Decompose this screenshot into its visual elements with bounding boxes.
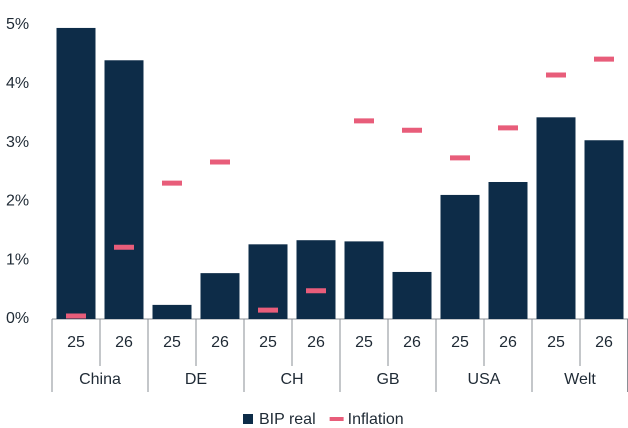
bar (392, 271, 432, 319)
y-tick-label: 4% (6, 75, 29, 92)
bar (104, 60, 144, 319)
legend-label: Inflation (348, 411, 404, 428)
x-tick-label: 25 (259, 334, 277, 351)
bar (344, 241, 384, 319)
bar (296, 240, 336, 319)
x-group-label: China (79, 371, 121, 388)
x-group-label: USA (468, 371, 501, 388)
legend-swatch (243, 414, 253, 424)
bar (536, 117, 576, 319)
bar (200, 273, 240, 319)
x-tick-label: 25 (547, 334, 565, 351)
bar (152, 304, 192, 319)
x-tick-label: 25 (451, 334, 469, 351)
y-tick-label: 0% (6, 310, 29, 327)
bar (440, 194, 480, 319)
x-group-label: DE (185, 371, 207, 388)
y-tick-label: 3% (6, 134, 29, 151)
x-tick-label: 26 (595, 334, 613, 351)
x-tick-label: 25 (163, 334, 181, 351)
x-group-label: GB (376, 371, 399, 388)
x-group-label: CH (280, 371, 303, 388)
y-tick-label: 2% (6, 193, 29, 210)
x-tick-label: 26 (307, 334, 325, 351)
x-group-label: Welt (564, 371, 596, 388)
x-tick-label: 25 (355, 334, 373, 351)
bar (584, 140, 624, 319)
x-tick-label: 26 (403, 334, 421, 351)
bar (488, 181, 528, 319)
x-tick-label: 26 (115, 334, 133, 351)
legend-label: BIP real (259, 411, 316, 428)
y-tick-label: 5% (6, 16, 29, 33)
x-tick-label: 25 (67, 334, 85, 351)
x-tick-label: 26 (499, 334, 517, 351)
bar (56, 27, 96, 319)
y-tick-label: 1% (6, 251, 29, 268)
x-tick-label: 26 (211, 334, 229, 351)
bar (248, 244, 288, 319)
